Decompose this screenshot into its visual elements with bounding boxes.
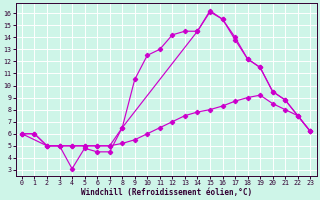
X-axis label: Windchill (Refroidissement éolien,°C): Windchill (Refroidissement éolien,°C) [81, 188, 252, 197]
